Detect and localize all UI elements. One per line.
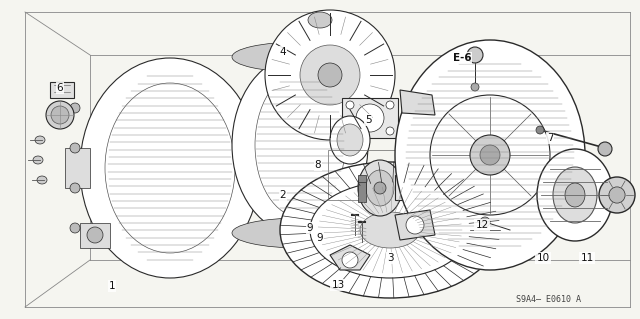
Ellipse shape (342, 252, 358, 268)
Text: 1: 1 (109, 281, 115, 291)
Text: 2: 2 (280, 190, 286, 200)
Text: 9: 9 (307, 223, 314, 233)
Ellipse shape (358, 160, 402, 216)
Ellipse shape (232, 42, 368, 72)
Ellipse shape (337, 124, 363, 156)
Ellipse shape (346, 101, 354, 109)
Ellipse shape (46, 101, 74, 129)
Ellipse shape (33, 156, 43, 164)
Ellipse shape (330, 116, 370, 164)
Text: S9A4– E0610 A: S9A4– E0610 A (515, 295, 580, 305)
Ellipse shape (366, 170, 394, 206)
Polygon shape (395, 175, 420, 200)
Ellipse shape (318, 63, 342, 87)
Ellipse shape (356, 104, 384, 132)
Ellipse shape (70, 183, 80, 193)
Ellipse shape (35, 136, 45, 144)
Ellipse shape (308, 12, 332, 28)
Ellipse shape (598, 142, 612, 156)
Text: 10: 10 (536, 253, 550, 263)
Polygon shape (395, 210, 435, 240)
Ellipse shape (300, 45, 360, 105)
Ellipse shape (599, 177, 635, 213)
Polygon shape (80, 223, 110, 248)
Ellipse shape (374, 182, 386, 194)
Ellipse shape (565, 183, 585, 207)
Ellipse shape (480, 145, 500, 165)
Polygon shape (400, 90, 435, 115)
Ellipse shape (232, 218, 368, 248)
Text: 11: 11 (580, 253, 594, 263)
Ellipse shape (248, 160, 272, 190)
Text: 13: 13 (332, 280, 344, 290)
Text: 12: 12 (476, 220, 488, 230)
Polygon shape (65, 148, 90, 188)
Polygon shape (330, 245, 370, 270)
Text: 7: 7 (547, 133, 554, 143)
Ellipse shape (346, 127, 354, 135)
Polygon shape (358, 175, 366, 195)
Text: 9: 9 (317, 233, 323, 243)
Text: 6: 6 (57, 83, 63, 93)
Ellipse shape (255, 73, 345, 217)
Ellipse shape (536, 126, 544, 134)
Ellipse shape (232, 55, 368, 235)
Ellipse shape (537, 149, 613, 241)
Ellipse shape (105, 83, 235, 253)
Ellipse shape (70, 143, 80, 153)
Ellipse shape (265, 10, 395, 140)
Ellipse shape (386, 101, 394, 109)
Ellipse shape (242, 153, 278, 197)
Ellipse shape (395, 40, 585, 270)
Text: 8: 8 (315, 160, 321, 170)
Ellipse shape (467, 47, 483, 63)
Ellipse shape (280, 162, 500, 298)
Ellipse shape (386, 127, 394, 135)
Ellipse shape (310, 182, 470, 278)
Ellipse shape (430, 95, 550, 215)
Ellipse shape (480, 217, 490, 227)
Polygon shape (358, 182, 366, 202)
Ellipse shape (471, 83, 479, 91)
Ellipse shape (70, 223, 80, 233)
Polygon shape (342, 98, 398, 138)
Ellipse shape (37, 176, 47, 184)
Ellipse shape (406, 216, 424, 234)
Ellipse shape (360, 212, 420, 248)
Ellipse shape (51, 106, 69, 124)
Text: 4: 4 (280, 47, 286, 57)
Ellipse shape (70, 103, 80, 113)
Text: 5: 5 (365, 115, 371, 125)
Text: 3: 3 (387, 253, 394, 263)
Ellipse shape (80, 58, 260, 278)
Ellipse shape (87, 227, 103, 243)
Ellipse shape (609, 187, 625, 203)
Polygon shape (50, 82, 74, 98)
Text: E-6: E-6 (452, 53, 471, 63)
Ellipse shape (553, 167, 597, 223)
Ellipse shape (470, 135, 510, 175)
